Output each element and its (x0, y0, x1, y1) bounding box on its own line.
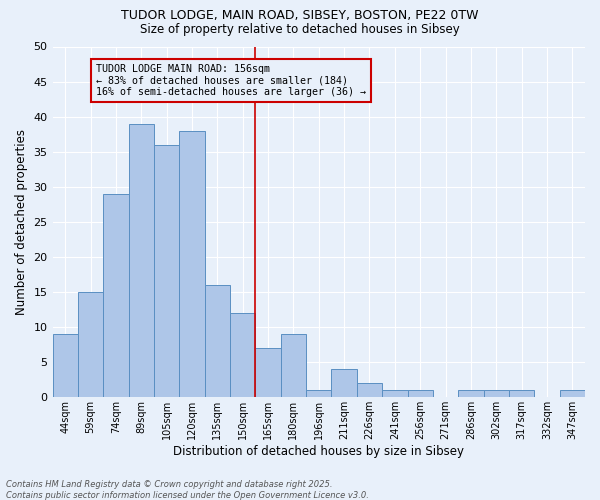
Bar (560, 390, 585, 397)
Bar (230, 312, 256, 397)
Bar (357, 383, 382, 397)
Bar (205, 284, 230, 397)
Bar (281, 334, 306, 397)
Bar (128, 124, 154, 397)
Bar (154, 144, 179, 397)
Bar (306, 390, 331, 397)
Bar (256, 348, 281, 397)
Text: TUDOR LODGE, MAIN ROAD, SIBSEY, BOSTON, PE22 0TW: TUDOR LODGE, MAIN ROAD, SIBSEY, BOSTON, … (121, 9, 479, 22)
Bar (53, 334, 78, 397)
Bar (78, 292, 103, 397)
Y-axis label: Number of detached properties: Number of detached properties (15, 128, 28, 314)
Bar (179, 130, 205, 397)
Bar (331, 369, 357, 397)
Bar (382, 390, 407, 397)
Text: TUDOR LODGE MAIN ROAD: 156sqm
← 83% of detached houses are smaller (184)
16% of : TUDOR LODGE MAIN ROAD: 156sqm ← 83% of d… (95, 64, 365, 97)
Text: Contains HM Land Registry data © Crown copyright and database right 2025.
Contai: Contains HM Land Registry data © Crown c… (6, 480, 369, 500)
Bar (407, 390, 433, 397)
X-axis label: Distribution of detached houses by size in Sibsey: Distribution of detached houses by size … (173, 444, 464, 458)
Bar (103, 194, 128, 397)
Bar (509, 390, 534, 397)
Bar (484, 390, 509, 397)
Bar (458, 390, 484, 397)
Text: Size of property relative to detached houses in Sibsey: Size of property relative to detached ho… (140, 22, 460, 36)
